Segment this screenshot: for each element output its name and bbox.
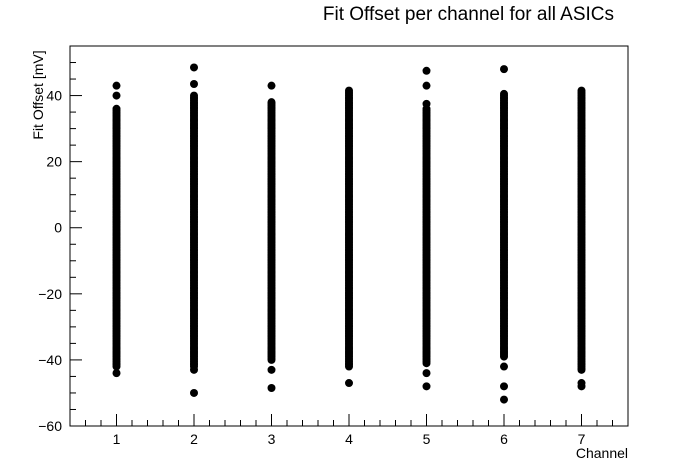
outlier-point	[577, 382, 586, 391]
x-tick-label: 2	[190, 431, 198, 447]
x-axis-label: Channel	[575, 445, 628, 461]
chart-title: Fit Offset per channel for all ASICs	[322, 4, 614, 25]
y-axis-label: Fit Offset [mV]	[30, 50, 46, 140]
outlier-point	[422, 369, 431, 378]
outlier-point	[112, 369, 121, 378]
tick-labels: 1 2 3 4 5 6 7 −60 −40 −20 0 20 40	[38, 88, 585, 447]
outlier-point	[112, 91, 121, 100]
outlier-point	[190, 63, 198, 72]
y-tick-label: −60	[38, 418, 62, 434]
data-point	[267, 98, 276, 107]
outlier-point	[500, 65, 508, 74]
outlier-point	[190, 80, 198, 88]
x-tick-label: 5	[423, 431, 431, 447]
outlier-point	[267, 365, 276, 374]
y-tick-label: 20	[46, 154, 62, 170]
outlier-point	[422, 99, 431, 108]
outlier-point	[112, 81, 121, 90]
y-tick-label: 40	[46, 88, 62, 104]
outlier-point	[500, 395, 508, 404]
outlier-point	[500, 362, 508, 371]
x-tick-label: 7	[578, 431, 586, 447]
y-tick-label: −40	[38, 352, 62, 368]
outlier-point	[267, 81, 276, 90]
y-tick-label: 0	[54, 220, 62, 236]
outlier-point	[422, 81, 431, 90]
outlier-point	[500, 89, 508, 98]
x-tick-label: 3	[268, 431, 276, 447]
outlier-point	[345, 86, 353, 95]
y-tick-label: −20	[38, 286, 62, 302]
data-point	[190, 91, 198, 100]
outlier-point	[267, 384, 276, 392]
x-tick-label: 1	[113, 431, 121, 447]
outlier-point	[422, 382, 431, 391]
data-point	[112, 104, 121, 113]
outlier-point	[190, 388, 198, 397]
outlier-point	[500, 382, 508, 391]
x-tick-label: 6	[500, 431, 508, 447]
axis-ticks	[69, 45, 629, 427]
data-points	[112, 63, 586, 404]
x-tick-label: 4	[345, 431, 353, 447]
outlier-point	[190, 365, 198, 374]
outlier-point	[577, 86, 586, 95]
outlier-point	[422, 66, 431, 75]
outlier-point	[345, 379, 353, 388]
